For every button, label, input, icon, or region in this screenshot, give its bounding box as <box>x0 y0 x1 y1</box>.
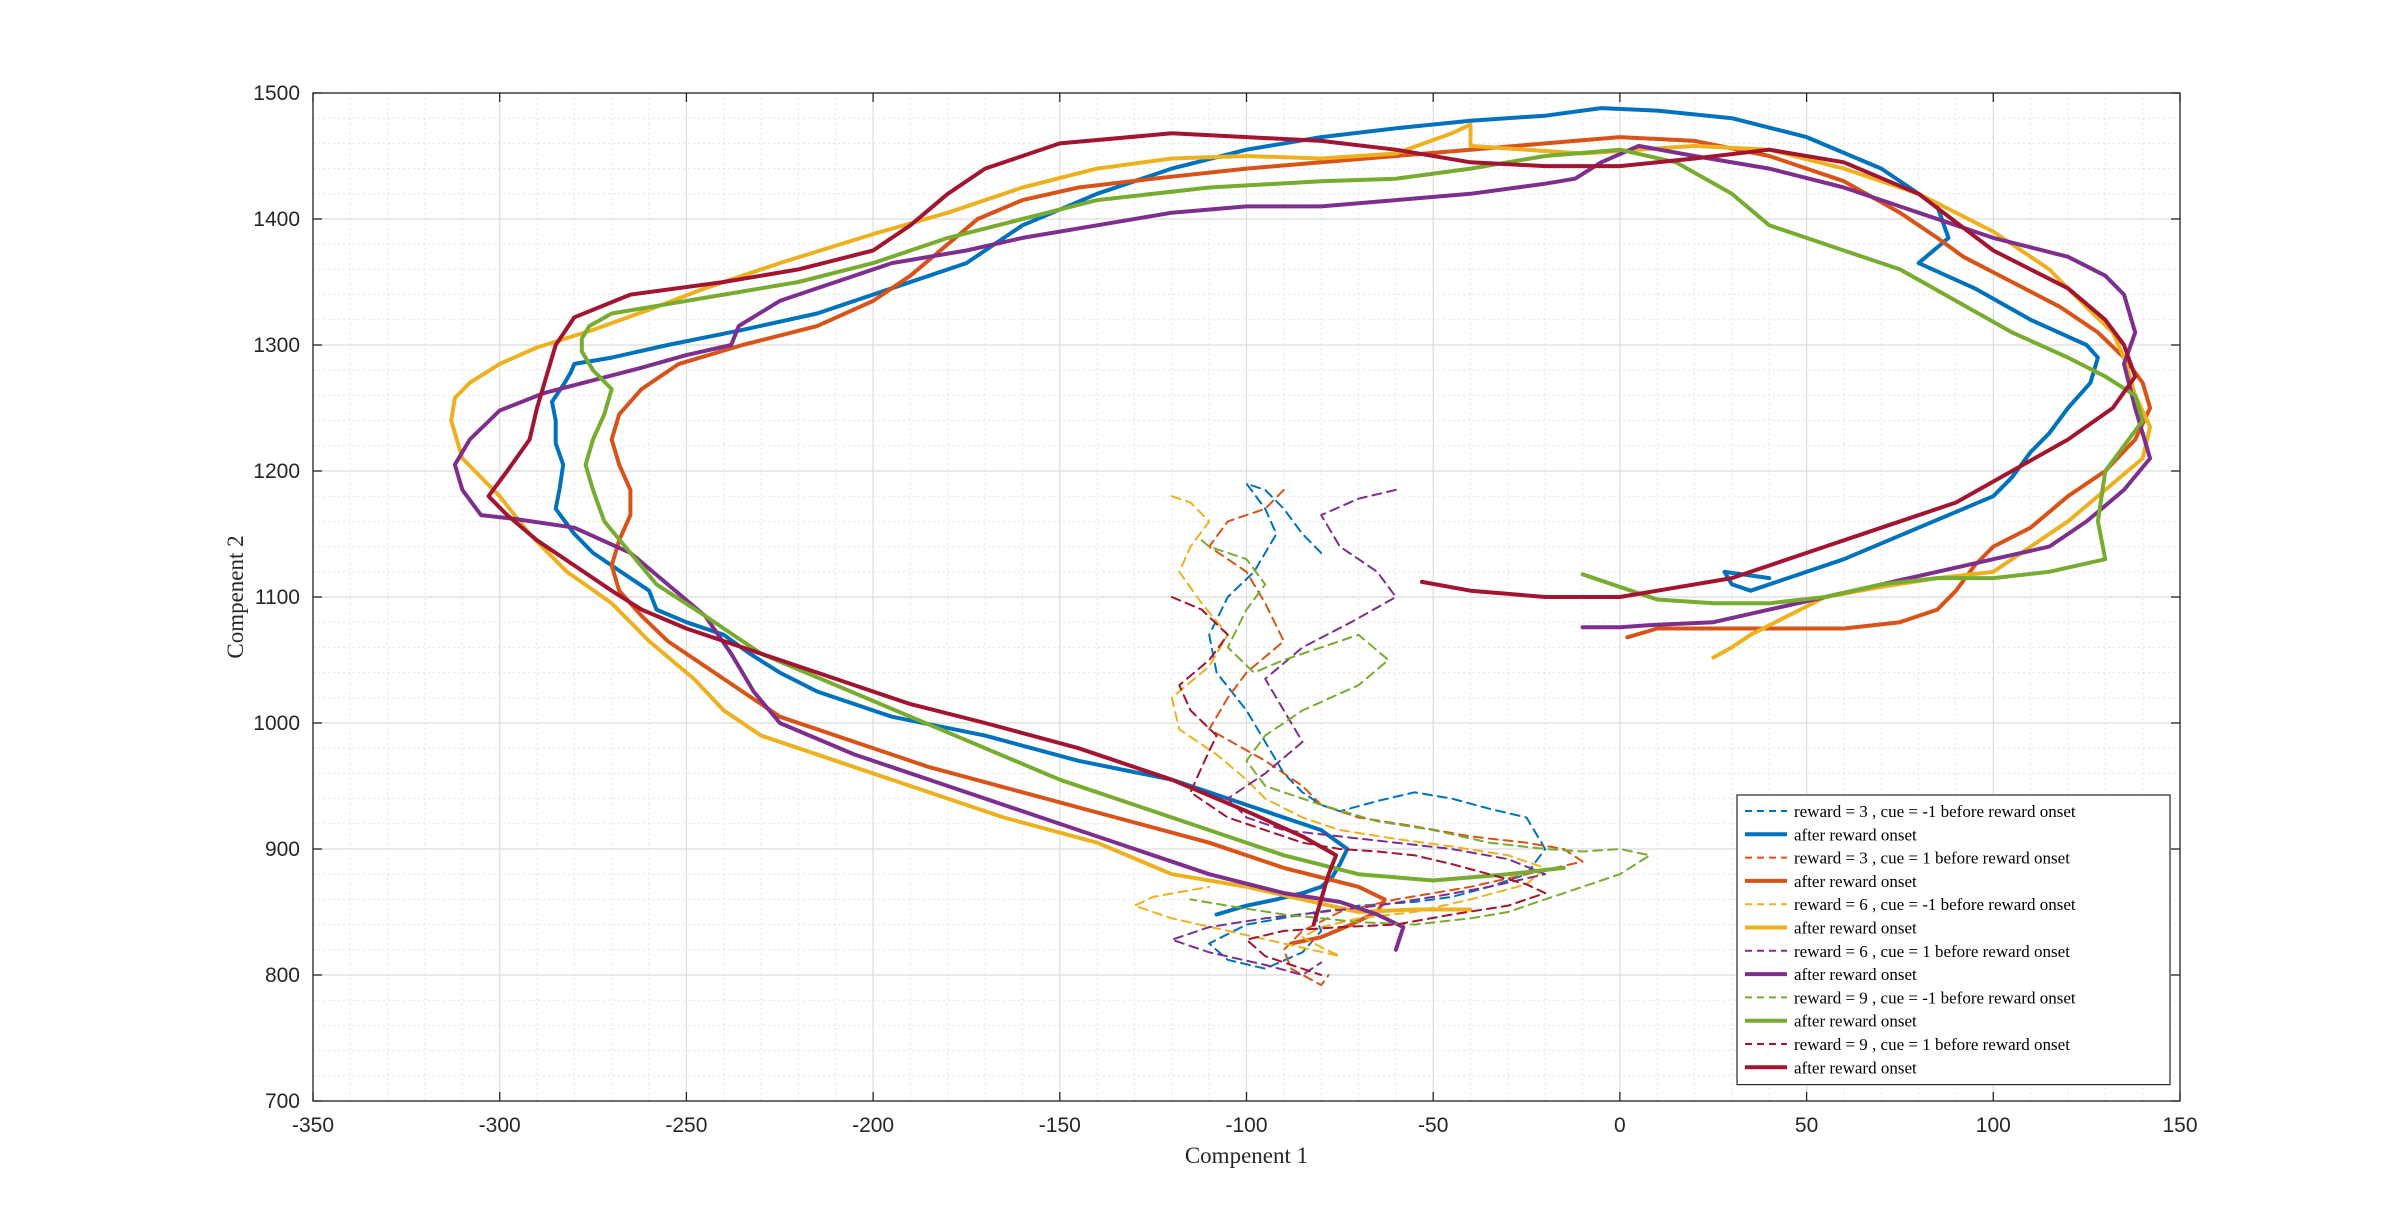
x-tick-label: -100 <box>1225 1114 1267 1137</box>
x-tick-label: -200 <box>852 1114 894 1137</box>
series-line-12-solid <box>486 131 2138 927</box>
legend-entry-label: reward = 3 , cue = 1 before reward onset <box>1794 849 2070 868</box>
legend-entry-label: after reward onset <box>1794 919 1917 938</box>
series-line-4-solid <box>609 135 2153 946</box>
series-line-10-solid <box>579 147 2145 883</box>
y-tick-label: 1300 <box>253 334 300 357</box>
y-tick-label: 700 <box>265 1090 300 1113</box>
legend-entry-label: after reward onset <box>1794 965 1917 984</box>
legend-entry-label: reward = 9 , cue = -1 before reward onse… <box>1794 988 2076 1007</box>
legend-entry-label: reward = 9 , cue = 1 before reward onset <box>1794 1035 2070 1054</box>
series-line-2-solid <box>550 106 2100 917</box>
x-tick-label: 100 <box>1976 1114 2011 1137</box>
x-tick-label: -350 <box>292 1114 334 1137</box>
y-tick-label: 800 <box>265 964 300 987</box>
legend-entry-label: after reward onset <box>1794 825 1917 844</box>
series-line-1-dashed <box>1208 482 1547 970</box>
legend: reward = 3 , cue = -1 before reward onse… <box>1736 794 2171 1086</box>
y-tick-label: 1400 <box>253 208 300 231</box>
x-tick-label: -150 <box>1039 1114 1081 1137</box>
y-tick-label: 900 <box>265 838 300 861</box>
legend-entry-label: reward = 6 , cue = 1 before reward onset <box>1794 942 2070 961</box>
x-tick-label: -300 <box>479 1114 521 1137</box>
series-line-8-solid <box>452 143 2153 952</box>
y-tick-label: 1000 <box>253 712 300 735</box>
legend-entry-label: reward = 3 , cue = -1 before reward onse… <box>1794 802 2076 821</box>
legend-entry-label: after reward onset <box>1794 872 1917 891</box>
legend-entry-label: after reward onset <box>1794 1012 1917 1031</box>
series-line-7-dashed <box>1170 488 1547 976</box>
series-line-5-dashed <box>1133 495 1547 958</box>
x-tick-label: 150 <box>2162 1114 2197 1137</box>
series-line-11-dashed <box>1170 596 1547 976</box>
y-tick-label: 1500 <box>253 82 300 105</box>
x-tick-label: -50 <box>1418 1114 1448 1137</box>
x-tick-label: 50 <box>1795 1114 1818 1137</box>
legend-entry-label: after reward onset <box>1794 1058 1917 1077</box>
series-layer <box>449 106 2153 987</box>
x-tick-label: -250 <box>665 1114 707 1137</box>
series-line-6-solid <box>449 122 2153 914</box>
legend-box <box>1736 794 2171 1086</box>
legend-entry-label: reward = 6 , cue = -1 before reward onse… <box>1794 895 2076 914</box>
x-axis-label: Compenent 1 <box>1185 1143 1308 1168</box>
x-tick-label: 0 <box>1614 1114 1626 1137</box>
series-line-9-dashed <box>1189 539 1651 926</box>
y-tick-label: 1100 <box>255 586 300 609</box>
y-tick-label: 1200 <box>253 460 300 483</box>
ticks: -350 -300 -250 -200 -150 -100 -50 0 50 100 150 700 8… <box>253 82 2197 1137</box>
y-axis-label: Compenent 2 <box>223 535 248 658</box>
